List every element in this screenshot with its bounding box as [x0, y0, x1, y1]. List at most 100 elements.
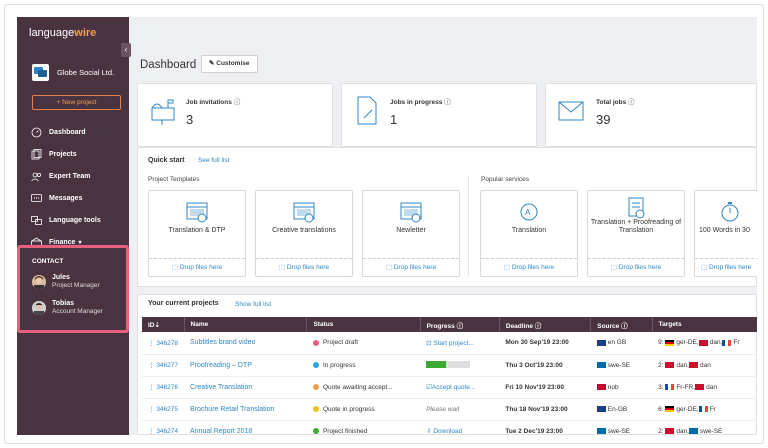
drop-files-zone[interactable]: ⬚ Drop files here: [588, 258, 684, 276]
stat-jobs-in-progress[interactable]: Jobs in progress ⓘ 1: [341, 83, 537, 147]
upload-icon: ⬚: [278, 264, 286, 271]
organization[interactable]: Globe Social Ltd.: [32, 64, 114, 81]
table-row[interactable]: ⋮ 346274 Annual Report 2018 Project fini…: [142, 420, 757, 435]
column-header-source[interactable]: Source ⓘ: [590, 317, 653, 332]
flag-gb-icon: [596, 339, 606, 346]
card-label: Translation: [511, 227, 547, 234]
quick-start-panel: Quick start See full list Project Templa…: [137, 147, 757, 287]
sidebar-item-label: Messages: [49, 194, 83, 202]
project-progress[interactable]: ⊡ Start project...: [420, 332, 500, 355]
table-row[interactable]: ⋮ 346277 Proofreading – DTP In progress …: [142, 354, 757, 377]
messages-icon: [31, 193, 42, 202]
chevron-left-icon: ‹: [124, 45, 128, 54]
drop-files-zone[interactable]: ⬚ Drop files here: [256, 258, 352, 276]
flag-de-icon: [665, 405, 675, 412]
project-progress[interactable]: ⇩ Download: [420, 420, 500, 435]
sidebar-item-projects[interactable]: Projects: [31, 143, 126, 165]
logo[interactable]: languagewire: [29, 27, 96, 39]
project-id[interactable]: 346275: [156, 406, 179, 413]
sidebar-item-dashboard[interactable]: Dashboard: [31, 121, 126, 143]
project-name[interactable]: Proofreading – DTP: [184, 354, 307, 377]
drop-files-zone[interactable]: ⬚ Drop files here: [695, 258, 757, 276]
mailbox-icon: [151, 99, 175, 125]
status-dot: [312, 361, 319, 368]
sort-icon: ⇣: [154, 321, 160, 329]
stat-total-jobs[interactable]: Total jobs ⓘ 39: [545, 83, 757, 147]
project-name[interactable]: Subtitles brand video: [184, 332, 307, 355]
collapse-sidebar-button[interactable]: ‹: [121, 43, 131, 57]
table-row[interactable]: ⋮ 346275 Brochure Retail Translation Quo…: [142, 398, 757, 421]
upload-icon: ⬚: [503, 264, 511, 271]
show-full-list-link[interactable]: Show full list: [235, 301, 272, 308]
contact-name: Tobias: [52, 300, 75, 307]
drop-files-zone[interactable]: ⬚ Drop files here: [363, 258, 459, 276]
contact-jules[interactable]: Jules Project Manager: [32, 274, 100, 290]
contact-tobias[interactable]: Tobias Account Manager: [32, 300, 103, 316]
screenshot-frame: languagewire ‹ Globe Social Ltd. + New p…: [4, 4, 764, 444]
logo-text: language: [29, 27, 75, 39]
logo-text-bold: wire: [74, 27, 97, 39]
svg-text:A: A: [525, 208, 531, 217]
language-tools-icon: [31, 215, 42, 225]
column-header-status[interactable]: Status: [306, 317, 421, 332]
template-card-creative-translations[interactable]: Creative translations ⬚ Drop files here: [255, 190, 353, 277]
column-header-targets[interactable]: Targets: [652, 317, 757, 332]
template-card-translation-dtp[interactable]: Translation & DTP ⬚ Drop files here: [148, 190, 246, 277]
status-dot: [312, 405, 319, 412]
sidebar-item-expert-team[interactable]: Expert Team: [31, 165, 126, 187]
project-name[interactable]: Annual Report 2018: [184, 420, 307, 435]
new-project-button[interactable]: + New project: [32, 95, 121, 110]
customise-label: Customise: [216, 60, 250, 67]
upload-icon: ⬚: [385, 264, 393, 271]
column-header-name[interactable]: Name: [184, 317, 308, 332]
project-deadline: Tue 2 Dec'19 23:00: [499, 420, 591, 435]
project-status: Project finished: [306, 420, 421, 435]
project-name[interactable]: Brochure Retail Translation: [184, 398, 307, 421]
status-dot: [312, 339, 319, 346]
sidebar-item-messages[interactable]: Messages: [31, 187, 126, 209]
project-status: Quote in progress: [306, 398, 421, 421]
flag-dk-icon: [665, 427, 675, 434]
card-label: Translation + Proofreading of Translatio…: [590, 219, 682, 234]
drop-files-zone[interactable]: ⬚ Drop files here: [481, 258, 577, 276]
drag-handle-icon[interactable]: ⋮: [148, 339, 155, 347]
flag-se-icon: [596, 361, 606, 368]
template-card-newletter[interactable]: Newletter ⬚ Drop files here: [362, 190, 460, 277]
table-row[interactable]: ⋮ 346276 Creative Translation Quote awai…: [142, 376, 757, 399]
service-card-translation-proofreading[interactable]: Translation + Proofreading of Translatio…: [587, 190, 685, 277]
drag-handle-icon[interactable]: ⋮: [148, 406, 155, 413]
sidebar-item-label: Dashboard: [49, 128, 86, 136]
drag-handle-icon[interactable]: ⋮: [148, 362, 155, 369]
stat-job-invitations[interactable]: Job invitations ⓘ 3: [137, 83, 333, 147]
flag-se-icon: [688, 427, 698, 434]
project-deadline: Fri 10 Nov'19 23:00: [499, 376, 591, 399]
flag-de-icon: [665, 339, 675, 346]
flag-dk-icon: [695, 383, 705, 390]
project-id[interactable]: 346274: [156, 428, 179, 435]
sidebar-item-language-tools[interactable]: Language tools: [31, 209, 126, 231]
table-row[interactable]: ⋮ 346278 Subtitles brand video Project d…: [142, 332, 757, 355]
project-id[interactable]: 346276: [156, 384, 179, 391]
project-targets: 6: ger-DE, Fr: [652, 398, 757, 421]
stat-label: Total jobs ⓘ: [596, 99, 635, 106]
column-header-deadline[interactable]: Deadline ⓘ: [499, 317, 592, 332]
column-header-progress[interactable]: Progress ⓘ: [420, 317, 500, 332]
divider: [468, 176, 469, 276]
service-card-translation[interactable]: A Translation ⬚ Drop files here: [480, 190, 578, 277]
project-id[interactable]: 346278: [156, 339, 179, 347]
current-projects-title: Your current projects: [148, 300, 219, 307]
project-name[interactable]: Creative Translation: [184, 376, 307, 399]
project-id[interactable]: 346277: [156, 362, 179, 369]
service-card-100-words[interactable]: 100 Words in 30 ⬚ Drop files here: [694, 190, 757, 277]
project-progress[interactable]: ☑Accept quote...: [420, 376, 500, 399]
column-header-id[interactable]: ID⇣: [142, 317, 185, 332]
customise-button[interactable]: ✎ Customise: [201, 55, 258, 73]
flag-gb-icon: [596, 405, 606, 412]
project-source: nob: [590, 376, 653, 399]
project-targets: 9: ger-DE, dan, Fr: [652, 332, 757, 355]
translate-icon: A: [520, 203, 538, 221]
drag-handle-icon[interactable]: ⋮: [148, 428, 155, 435]
drop-files-zone[interactable]: ⬚ Drop files here: [149, 258, 245, 276]
drag-handle-icon[interactable]: ⋮: [148, 384, 155, 391]
see-full-list-link[interactable]: See full list: [198, 157, 230, 164]
